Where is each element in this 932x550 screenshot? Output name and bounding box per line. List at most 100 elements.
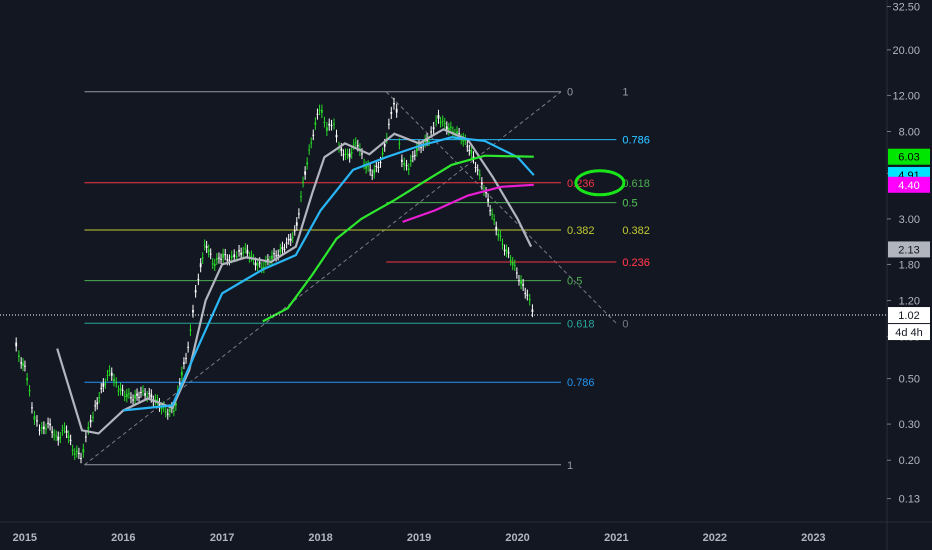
candle-body <box>400 159 403 162</box>
annotation-ellipse <box>574 169 626 197</box>
candle-body <box>346 153 349 155</box>
y-tick-label: 0.50 <box>899 374 920 386</box>
candle-body <box>158 403 161 407</box>
candle-body <box>238 250 240 252</box>
candle-body <box>291 236 294 238</box>
candle-body <box>140 391 142 393</box>
candle-body <box>47 422 49 424</box>
price-badge <box>888 307 930 324</box>
candle-body <box>289 238 292 241</box>
candle-body <box>435 120 438 122</box>
candle-body <box>82 448 85 453</box>
candle-body <box>437 115 440 119</box>
candle-body <box>277 254 280 256</box>
candle-body <box>383 144 386 147</box>
candle-body <box>55 435 58 437</box>
candle-body <box>304 171 307 175</box>
candle-body <box>218 257 220 259</box>
candle-body <box>293 230 296 232</box>
candle-body <box>413 155 416 157</box>
candle-body <box>447 128 450 131</box>
candle-body <box>65 430 68 433</box>
candle-body <box>325 127 328 131</box>
candle-body <box>281 246 284 250</box>
candle-body <box>509 260 512 262</box>
x-tick-label: 2019 <box>407 532 431 544</box>
fib-level-label: 0.5 <box>622 198 637 210</box>
fib-right-label: 1 <box>622 87 628 99</box>
candle-body <box>180 371 183 376</box>
candle-body <box>26 378 29 381</box>
candle-body <box>297 213 300 215</box>
candle-body <box>211 263 214 265</box>
candle-body <box>340 148 343 151</box>
fib-level-label: 0.236 <box>567 178 595 190</box>
candle-body <box>146 396 149 398</box>
candle-body <box>254 262 257 266</box>
candle-body <box>449 126 452 128</box>
moving-average-line <box>123 136 535 412</box>
fib-right-label: 0 <box>622 318 628 330</box>
candle-body <box>71 450 74 452</box>
candle-body <box>466 145 469 147</box>
candle-body <box>121 389 124 391</box>
x-tick-label: 2015 <box>13 532 37 544</box>
candle-body <box>144 393 146 396</box>
candle-body <box>470 150 473 154</box>
candle-body <box>356 145 359 147</box>
price-badge <box>888 241 930 258</box>
candle-body <box>363 163 365 165</box>
candle-body <box>205 246 208 248</box>
candle-body <box>379 162 382 164</box>
candle-body <box>59 437 62 439</box>
candle-body <box>164 411 167 413</box>
candle-body <box>462 138 465 142</box>
candle-body <box>187 346 190 348</box>
x-tick-label: 2020 <box>505 532 529 544</box>
candle-body <box>285 242 288 244</box>
candle-body <box>445 126 448 130</box>
fib-level-label: 0.5 <box>567 276 582 288</box>
candle-body <box>69 439 72 441</box>
candle-body <box>106 375 109 377</box>
candle-body <box>260 267 263 269</box>
candle-body <box>350 152 353 154</box>
candle-body <box>398 143 401 145</box>
candle-body <box>57 436 60 441</box>
x-tick-label: 2016 <box>111 532 135 544</box>
candle-body <box>335 134 338 138</box>
candle-body <box>130 397 132 399</box>
candle-body <box>262 267 265 269</box>
candle-body <box>361 153 363 155</box>
candle-body <box>312 134 315 136</box>
candle-body <box>75 450 78 453</box>
y-tick-label: 1.80 <box>899 259 920 271</box>
candle-body <box>185 358 187 360</box>
candle-body <box>132 399 134 401</box>
candle-body <box>125 393 128 398</box>
candle-body <box>330 125 333 127</box>
candle-body <box>189 329 192 331</box>
candle-body <box>314 122 317 125</box>
candle-body <box>242 251 245 253</box>
candle-body <box>320 109 323 113</box>
fib-level-label: 0.382 <box>567 225 595 237</box>
candle-body <box>478 174 481 176</box>
candle-body <box>531 309 534 312</box>
candle-body <box>24 365 26 367</box>
candle-body <box>405 165 408 167</box>
candle-body <box>485 192 487 194</box>
candle-body <box>51 431 54 433</box>
candle-body <box>233 254 236 257</box>
candle-body <box>127 393 130 395</box>
candle-body <box>271 255 273 260</box>
price-badge-label: 4.40 <box>898 180 919 192</box>
candle-body <box>443 123 446 125</box>
candle-body <box>526 294 529 296</box>
candle-body <box>92 416 94 418</box>
candle-body <box>344 153 347 155</box>
moving-average-line <box>262 154 534 323</box>
candle-body <box>96 402 99 405</box>
candle-body <box>73 453 76 455</box>
